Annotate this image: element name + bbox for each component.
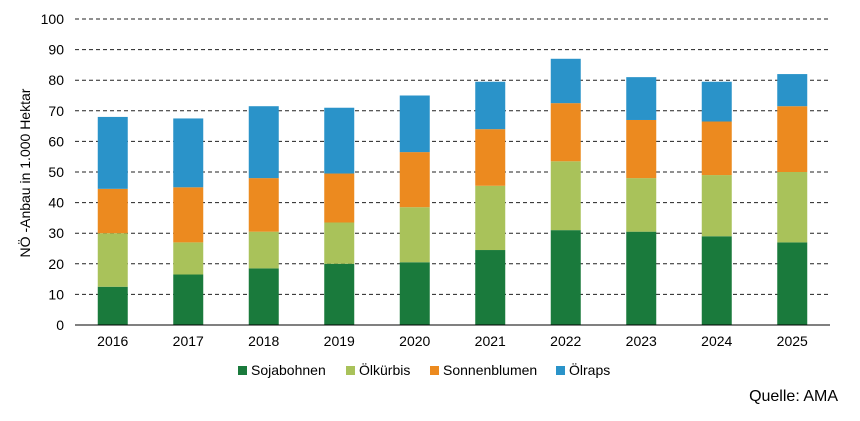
legend-swatch: [346, 366, 355, 375]
bar-segment: [626, 231, 657, 325]
x-tick-label: 2016: [97, 333, 128, 349]
y-tick-label: 70: [48, 103, 64, 119]
bar-segment: [97, 116, 128, 189]
bar-segment: [475, 250, 506, 325]
x-tick-label: 2023: [626, 333, 657, 349]
bar-segment: [248, 268, 279, 325]
bar-segment: [550, 103, 581, 162]
bar-segment: [777, 106, 808, 172]
x-tick-label: 2021: [475, 333, 506, 349]
bar-segment: [399, 95, 430, 153]
y-axis-label: NÖ -Anbau in 1.000 Hektar: [16, 88, 33, 257]
y-axis-ticks: 0 10 20 30 40 50 60 70 80 90 100: [41, 11, 65, 333]
bar-segment: [626, 77, 657, 120]
bar-segment: [626, 119, 657, 179]
bar-segment: [248, 231, 279, 269]
y-tick-label: 60: [48, 133, 64, 149]
legend-swatch: [238, 366, 247, 375]
y-tick-label: 30: [48, 225, 64, 241]
bar-segment: [248, 178, 279, 232]
x-tick-label: 2025: [777, 333, 808, 349]
bar-segment: [173, 242, 204, 275]
x-tick-label: 2024: [701, 333, 732, 349]
bar-segment: [324, 222, 355, 264]
bar-segment: [701, 121, 732, 176]
bar-segment: [399, 262, 430, 325]
y-tick-label: 100: [41, 11, 65, 27]
x-tick-label: 2018: [248, 333, 279, 349]
y-tick-label: 0: [56, 317, 64, 333]
legend-label: Sonnenblumen: [443, 362, 537, 378]
y-tick-label: 80: [48, 72, 64, 88]
bar-segment: [777, 172, 808, 243]
bar-segment: [173, 118, 204, 188]
bar-segment: [324, 263, 355, 325]
legend-label: Sojabohnen: [251, 362, 326, 378]
bar-segment: [399, 207, 430, 263]
bar-segment: [701, 175, 732, 237]
y-tick-label: 40: [48, 195, 64, 211]
bar-segment: [173, 274, 204, 325]
bar-segment: [626, 178, 657, 232]
x-tick-label: 2020: [399, 333, 430, 349]
bar-segment: [399, 152, 430, 208]
bar-segment: [475, 185, 506, 251]
y-tick-label: 50: [48, 164, 64, 180]
bar-segment: [248, 106, 279, 179]
bar-segment: [701, 236, 732, 325]
bar-segment: [173, 187, 204, 243]
x-tick-label: 2019: [324, 333, 355, 349]
bar-segment: [324, 173, 355, 223]
bar-segment: [550, 161, 581, 231]
bar-segment: [475, 81, 506, 130]
legend-label: Ölkürbis: [359, 361, 410, 378]
bar-segment: [550, 58, 581, 104]
bar-segment: [324, 107, 355, 174]
bar-segment: [475, 129, 506, 186]
x-tick-label: 2022: [550, 333, 581, 349]
x-tick-label: 2017: [173, 333, 204, 349]
source-note: Quelle: AMA: [749, 388, 838, 405]
legend-swatch: [430, 366, 439, 375]
legend-swatch: [556, 366, 565, 375]
bar-segment: [550, 230, 581, 325]
bar-segment: [777, 74, 808, 107]
legend: Sojabohnen Ölkürbis Sonnenblumen Ölraps: [238, 361, 610, 378]
x-axis-ticks: 2016 2017 2018 2019 2020 2021 2022 2023 2024 2025: [97, 333, 808, 349]
y-tick-label: 90: [48, 42, 64, 58]
y-tick-label: 20: [48, 256, 64, 272]
bars: [97, 58, 808, 325]
bar-segment: [97, 233, 128, 287]
bar-segment: [97, 188, 128, 234]
bar-segment: [97, 286, 128, 325]
y-tick-label: 10: [48, 286, 64, 302]
bar-segment: [777, 242, 808, 325]
legend-label: Ölraps: [569, 361, 610, 378]
bar-segment: [701, 81, 732, 122]
